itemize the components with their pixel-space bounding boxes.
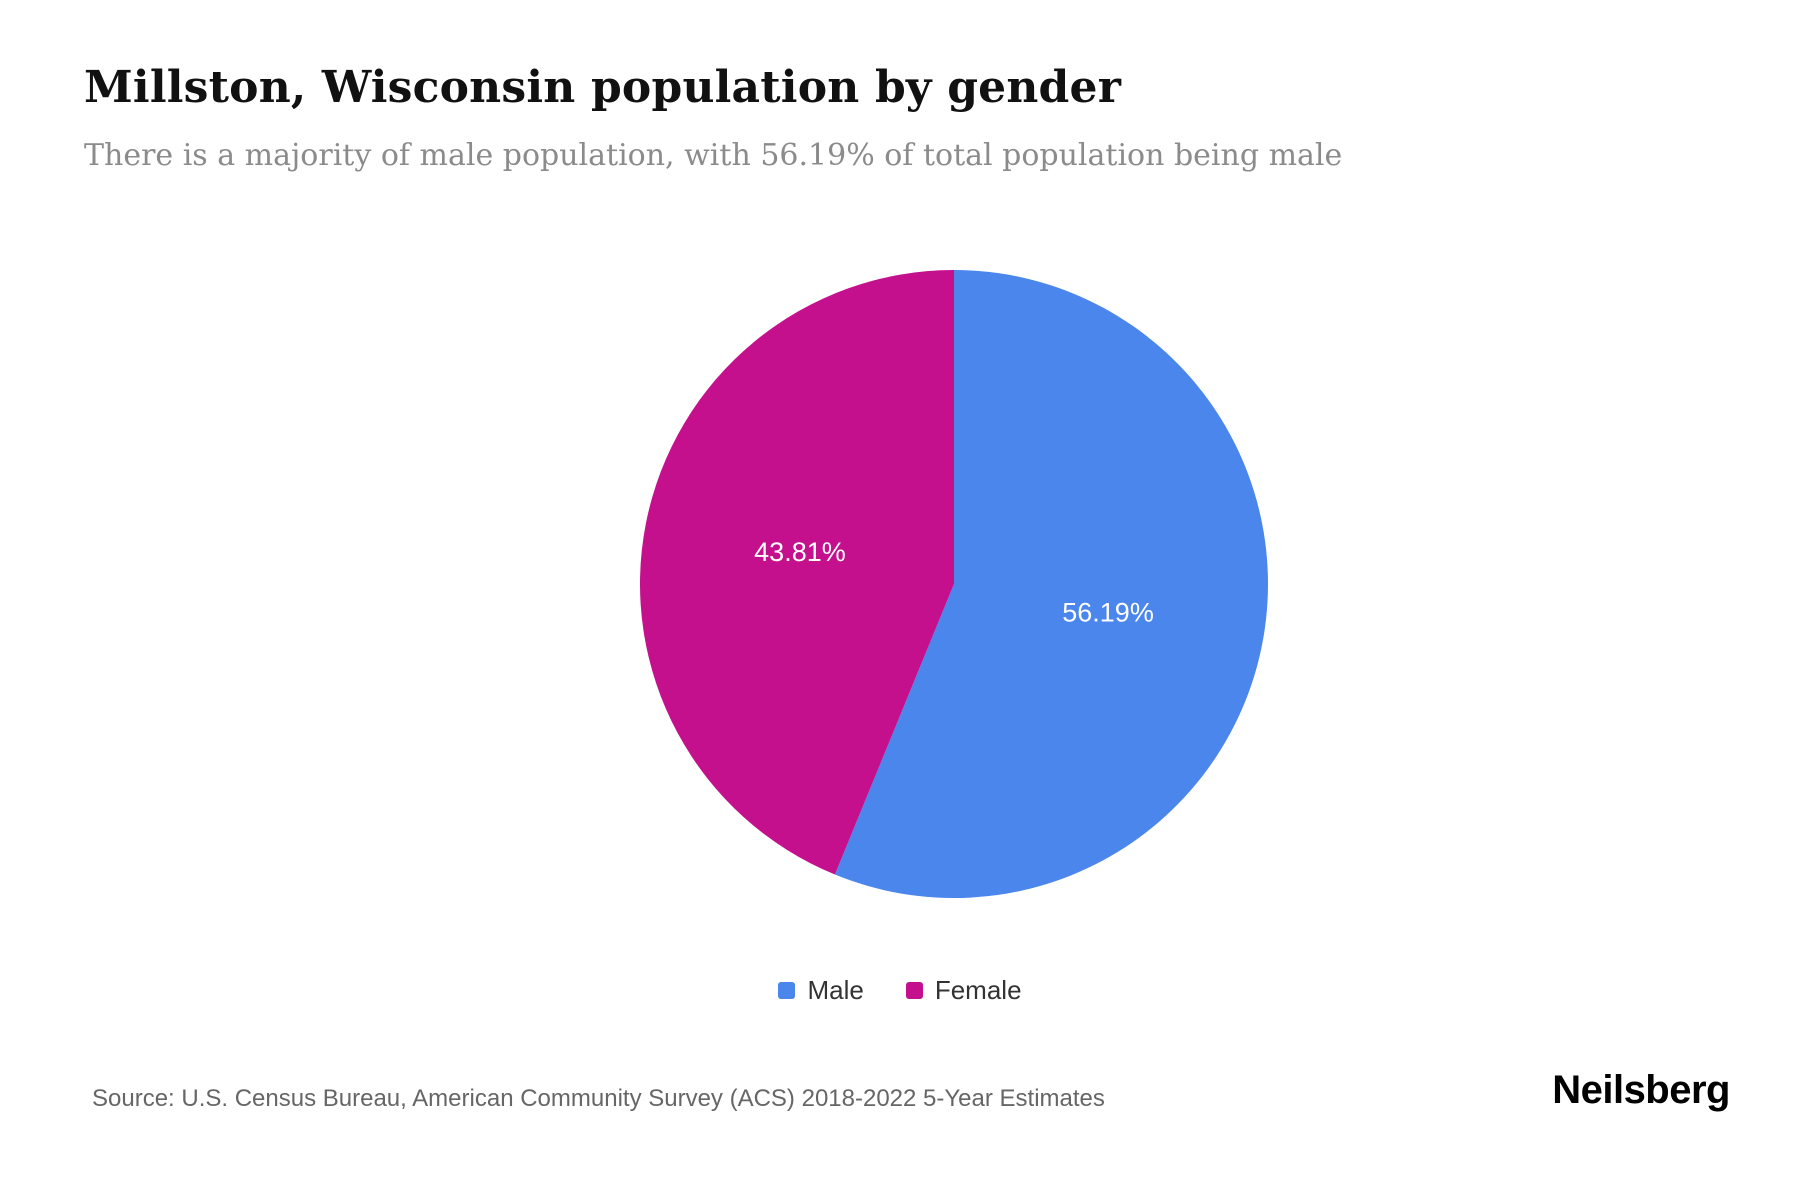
chart-subtitle: There is a majority of male population, … — [84, 138, 1343, 173]
legend-item-female[interactable]: Female — [905, 975, 1022, 1006]
legend-label-female: Female — [934, 975, 1022, 1005]
female-legend-swatch — [905, 982, 923, 999]
male-legend-swatch — [778, 982, 796, 999]
chart-title: Millston, Wisconsin population by gender — [84, 62, 1122, 113]
source-attribution: Source: U.S. Census Bureau, American Com… — [92, 1085, 1105, 1112]
pie-chart-svg: 56.19% 43.81% — [639, 270, 1268, 898]
slice-label-male: 56.19% — [1062, 597, 1154, 627]
pie-chart: 56.19% 43.81% — [614, 244, 1294, 924]
legend-label-male: Male — [807, 975, 864, 1005]
pie-slice-female[interactable] — [639, 270, 954, 875]
chart-legend: Male Female — [0, 975, 1800, 1006]
pie-slice-male[interactable] — [834, 270, 1268, 898]
legend-item-male[interactable]: Male — [778, 975, 864, 1006]
slice-label-female: 43.81% — [754, 537, 846, 567]
neilsberg-logo[interactable]: Neilsberg — [1552, 1068, 1730, 1112]
